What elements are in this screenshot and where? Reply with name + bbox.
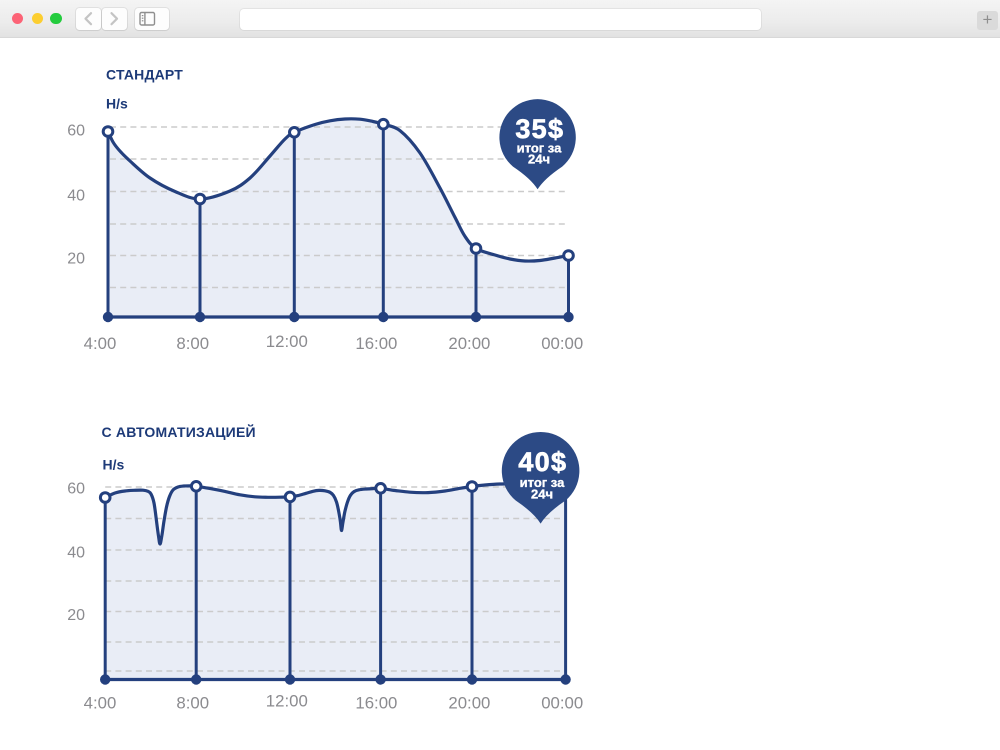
svg-text:40$: 40$ xyxy=(518,447,567,477)
svg-text:12:00: 12:00 xyxy=(266,691,308,710)
svg-text:СТАНДАРТ: СТАНДАРТ xyxy=(106,67,183,83)
svg-text:60: 60 xyxy=(67,122,85,139)
svg-text:20: 20 xyxy=(67,607,85,624)
svg-text:H/s: H/s xyxy=(106,96,128,112)
svg-text:24ч: 24ч xyxy=(531,487,553,502)
svg-text:12:00: 12:00 xyxy=(266,332,308,351)
svg-text:итог за: итог за xyxy=(517,140,562,155)
svg-text:00:00: 00:00 xyxy=(541,694,583,713)
svg-text:40: 40 xyxy=(67,188,85,205)
svg-text:16:00: 16:00 xyxy=(355,694,397,713)
svg-text:00:00: 00:00 xyxy=(541,334,583,353)
svg-text:60: 60 xyxy=(67,481,85,498)
svg-text:16:00: 16:00 xyxy=(355,334,397,353)
svg-text:итог за: итог за xyxy=(520,475,565,490)
svg-text:4:00: 4:00 xyxy=(84,334,117,353)
svg-text:20:00: 20:00 xyxy=(448,334,490,353)
svg-text:4:00: 4:00 xyxy=(84,694,117,713)
svg-text:H/s: H/s xyxy=(103,457,125,473)
svg-text:8:00: 8:00 xyxy=(176,694,209,713)
svg-text:С АВТОМАТИЗАЦИЕЙ: С АВТОМАТИЗАЦИЕЙ xyxy=(102,423,256,440)
svg-text:35$: 35$ xyxy=(515,114,564,144)
svg-text:40: 40 xyxy=(67,544,85,561)
svg-text:24ч: 24ч xyxy=(528,152,550,167)
svg-text:20:00: 20:00 xyxy=(448,694,490,713)
svg-text:8:00: 8:00 xyxy=(176,334,209,353)
svg-text:20: 20 xyxy=(67,251,85,268)
